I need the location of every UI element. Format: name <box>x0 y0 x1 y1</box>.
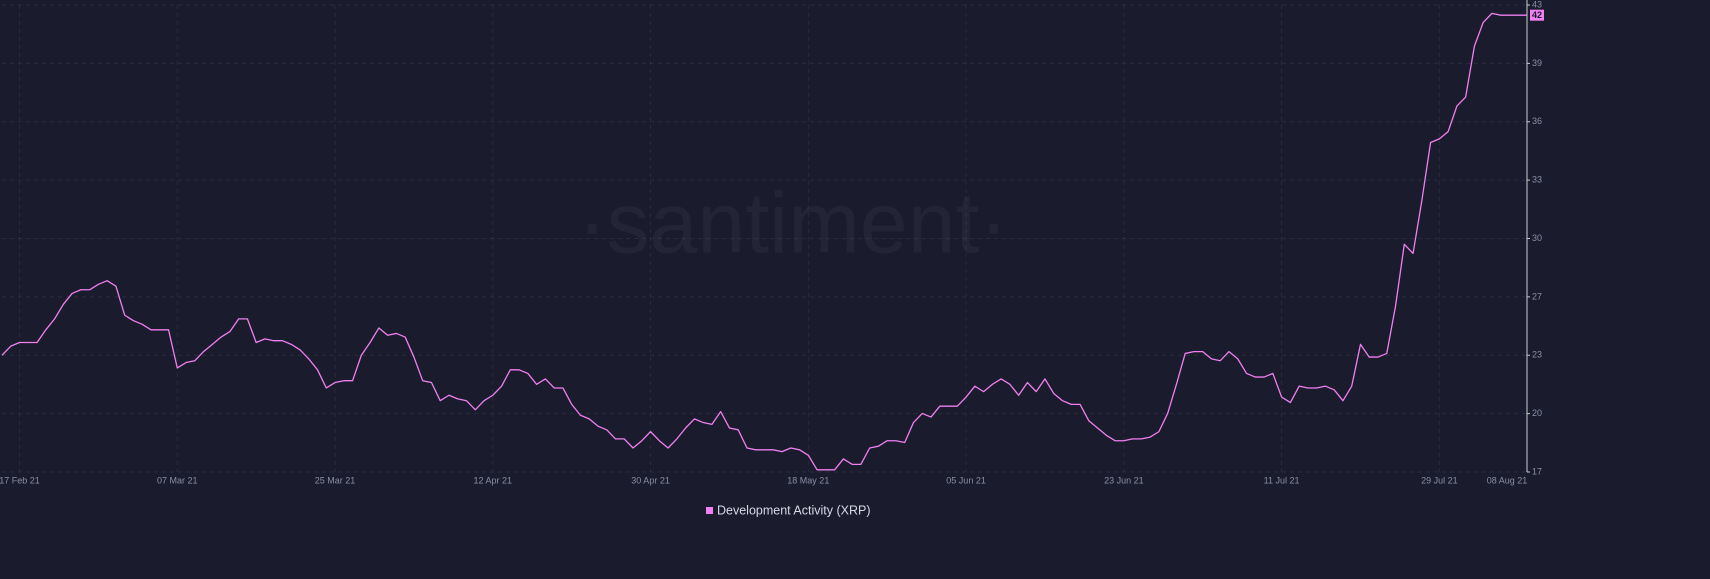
x-tick-label: 07 Mar 21 <box>157 475 198 485</box>
y-tick-label: 39 <box>1532 58 1542 68</box>
y-tick-label: 36 <box>1532 116 1542 126</box>
x-tick-label: 05 Jun 21 <box>946 475 986 485</box>
y-tick-label: 33 <box>1532 175 1542 185</box>
watermark: ·santiment· <box>578 176 1008 272</box>
last-value-label: 42 <box>1532 10 1542 20</box>
y-tick-label: 27 <box>1532 291 1542 301</box>
last-value-badge <box>1530 9 1544 21</box>
x-tick-label: 11 Jul 21 <box>1264 475 1300 485</box>
legend-swatch <box>706 507 713 514</box>
y-tick-label: 17 <box>1532 466 1542 476</box>
x-tick-label: 17 Feb 21 <box>0 475 40 485</box>
x-tick-label: 23 Jun 21 <box>1104 475 1144 485</box>
data-line <box>1 12 1527 471</box>
y-tick-label: 30 <box>1532 233 1542 243</box>
y-tick-label: 23 <box>1532 350 1542 360</box>
x-tick-label: 25 Mar 21 <box>315 475 356 485</box>
legend-label: Development Activity (XRP) <box>717 503 871 517</box>
y-tick-label: 43 <box>1532 0 1542 9</box>
x-tick-label: 08 Aug 21 <box>1487 475 1528 485</box>
x-tick-label: 30 Apr 21 <box>631 475 670 485</box>
x-tick-label: 18 May 21 <box>787 475 829 485</box>
y-tick-label: 20 <box>1532 408 1542 418</box>
x-tick-label: 29 Jul 21 <box>1421 475 1458 485</box>
x-tick-label: 12 Apr 21 <box>474 475 513 485</box>
